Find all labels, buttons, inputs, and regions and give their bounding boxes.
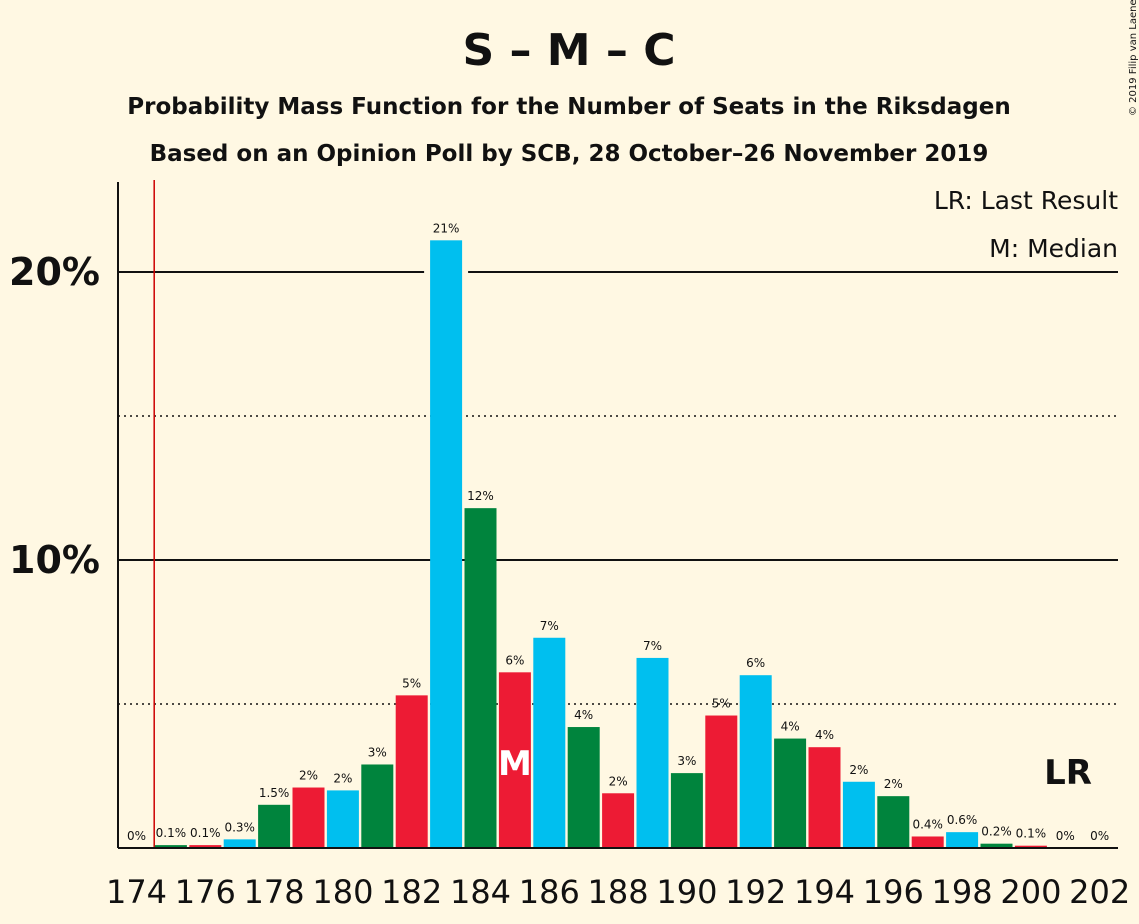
bar-label: 1.5% [259,786,290,800]
bar-label: 0% [127,829,146,843]
chart-title: S – M – C [462,25,675,76]
bar [361,764,394,848]
x-tick-label: 184 [450,873,511,911]
bar-label: 6% [746,656,765,670]
bar [1014,845,1047,848]
bar-label: 2% [333,771,352,785]
bar [189,845,222,848]
x-tick-label: 180 [312,873,373,911]
bar [946,832,979,848]
x-tick-label: 202 [1069,873,1130,911]
x-tick-label: 196 [863,873,924,911]
median-marker: M [498,744,532,784]
x-tick-label: 192 [725,873,786,911]
bar [739,675,772,848]
x-tick-label: 190 [656,873,717,911]
bar-label: 0.2% [981,825,1012,839]
bar [705,715,738,848]
bar [395,695,428,848]
legend-last-result: LR: Last Result [934,186,1118,215]
bar-label: 0.3% [224,820,255,834]
x-tick-labels: 174 176 178 180 182 184 186 188 190 192 194 196 198 2… [106,873,1130,911]
bar [498,672,531,848]
bar-label: 2% [849,763,868,777]
x-tick-label: 174 [106,873,167,911]
bar-label: 0.1% [1016,827,1047,841]
bar-label: 0% [1090,829,1109,843]
bar [877,796,910,848]
bar-label: 3% [368,745,387,759]
bar-label: 0.1% [156,826,187,840]
x-tick-label: 178 [244,873,305,911]
bar-label: 4% [815,728,834,742]
x-tick-label: 182 [381,873,442,911]
bar-label: 0.6% [947,813,978,827]
bar [980,843,1013,848]
bar-label: 4% [781,720,800,734]
gridlines [118,180,1118,848]
y-tick-label: 20% [9,250,100,294]
bar [774,738,807,848]
bar [430,240,463,848]
bar-label: 6% [505,653,524,667]
bar-label: 2% [884,777,903,791]
copyright-note: © 2019 Filip van Laenen [1128,0,1139,116]
bar-label: 4% [574,708,593,722]
x-tick-label: 194 [794,873,855,911]
bar-label: 7% [643,639,662,653]
bar [670,773,703,848]
bar [911,836,944,848]
chart-subtitle-2: Based on an Opinion Poll by SCB, 28 Octo… [150,141,989,167]
x-tick-label: 176 [175,873,236,911]
bar-label: 5% [402,676,421,690]
legend-median: M: Median [989,234,1118,263]
bars [154,240,1116,848]
bar-label: 3% [677,754,696,768]
bar [223,839,256,848]
x-tick-label: 188 [588,873,649,911]
x-tick-label: 198 [932,873,993,911]
last-result-marker: LR [1044,753,1092,793]
bar-label: 2% [299,769,318,783]
bar [636,657,669,848]
bar [602,793,635,848]
bar-value-labels: 0% 0.1% 0.1% 0.3%1.5%2% 2%3%5%21%12%6%7%4%2%… [127,221,1109,843]
bar-label: 0% [1056,829,1075,843]
bar [154,845,187,848]
bar-label: 12% [467,489,494,503]
bar-label: 21% [433,221,460,235]
bar [808,747,841,848]
x-tick-label: 186 [519,873,580,911]
bar [567,727,600,848]
bar [842,781,875,848]
axes [117,182,1118,849]
y-tick-label: 10% [9,538,100,582]
bar [292,787,325,848]
bar-label: 2% [609,774,628,788]
bar [464,508,497,848]
bar-label: 0.1% [190,826,221,840]
bar-label: 5% [712,697,731,711]
bar-label: 7% [540,619,559,633]
bar [326,790,359,848]
bar-label: 0.4% [912,817,943,831]
chart-subtitle-1: Probability Mass Function for the Number… [127,94,1010,120]
bar [533,637,566,848]
bar [258,804,291,848]
x-tick-label: 200 [1000,873,1061,911]
y-tick-labels: 10% 20% [9,250,100,582]
